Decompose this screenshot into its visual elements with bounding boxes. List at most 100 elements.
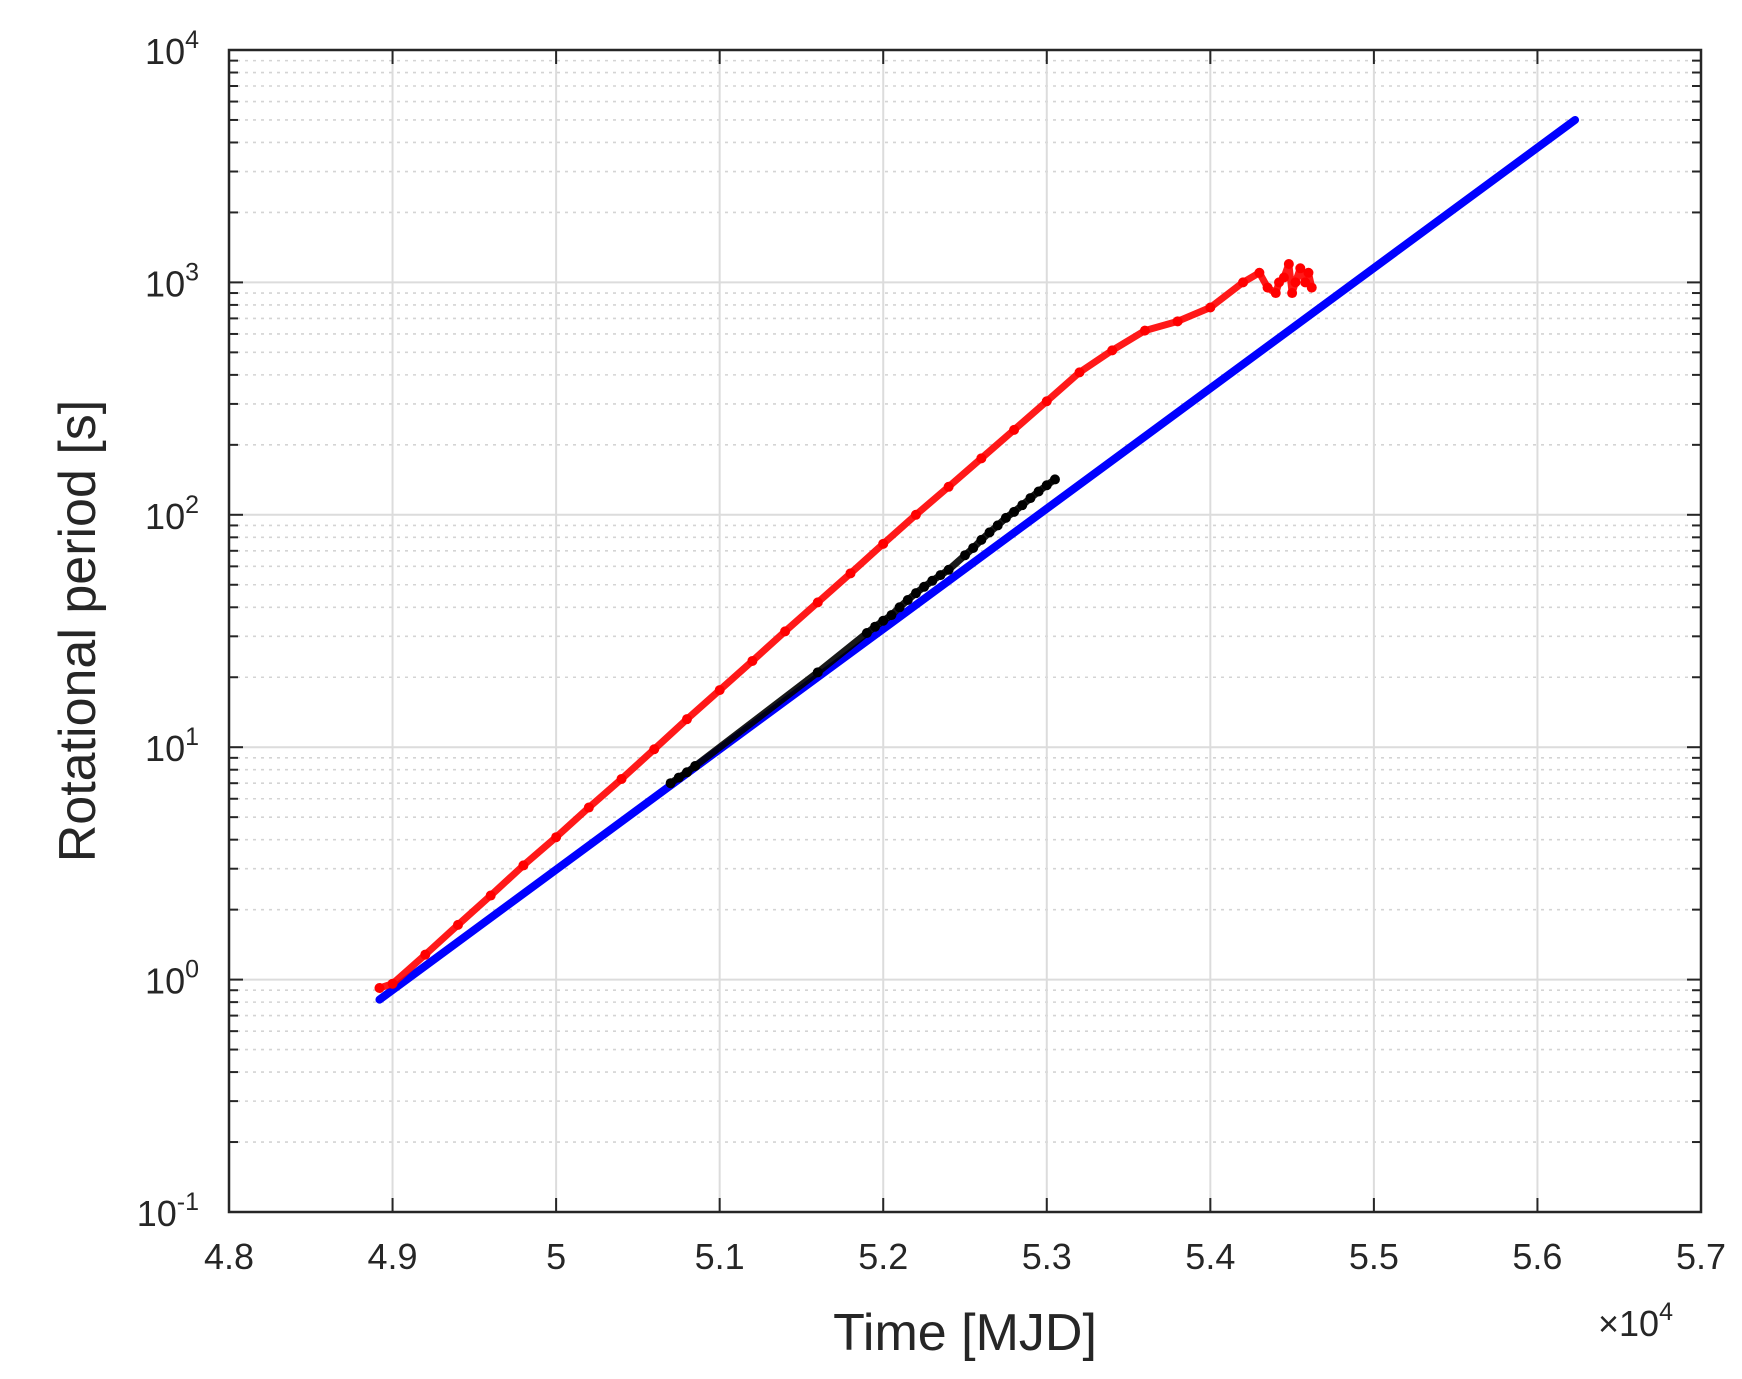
data-point — [452, 919, 463, 930]
data-point — [1049, 474, 1060, 485]
data-point — [886, 610, 897, 621]
data-point — [665, 778, 676, 789]
x-multiplier-label: ×104 — [1598, 1298, 1673, 1344]
y-tick-label-exponent: 4 — [185, 26, 199, 54]
plot-area — [229, 50, 1701, 1212]
data-point — [616, 773, 627, 784]
data-point — [968, 542, 979, 553]
data-point — [1107, 345, 1118, 356]
data-point — [714, 685, 725, 696]
data-point — [812, 597, 823, 608]
data-point — [1290, 277, 1301, 288]
data-point — [1172, 316, 1183, 327]
x-multiplier-exponent: 4 — [1659, 1298, 1673, 1326]
y-tick-label: 102 — [145, 491, 199, 537]
x-tick-label: 4.8 — [204, 1236, 254, 1277]
y-tick-label-base: 10 — [137, 1193, 177, 1234]
x-axis-label: Time [MJD] — [833, 1304, 1097, 1362]
y-tick-label-exponent: 0 — [185, 956, 199, 984]
x-tick-label: 5.1 — [695, 1236, 745, 1277]
y-tick-label-base: 10 — [145, 728, 185, 769]
data-point — [845, 568, 856, 579]
x-tick-label: 5.7 — [1676, 1236, 1726, 1277]
y-tick-label-exponent: 3 — [185, 258, 199, 286]
data-point — [919, 581, 930, 592]
data-point — [943, 564, 954, 575]
data-point — [1009, 506, 1020, 517]
y-tick-label: 103 — [145, 258, 199, 304]
tick-marks — [228, 49, 1702, 1213]
data-point — [861, 628, 872, 639]
data-point — [960, 550, 970, 561]
y-tick-label: 101 — [145, 723, 199, 769]
data-point — [1017, 500, 1028, 511]
y-tick-label-base: 10 — [145, 31, 185, 72]
x-tick-label: 5.6 — [1512, 1236, 1562, 1277]
data-point — [910, 588, 921, 599]
plot-frame — [227, 48, 1703, 1214]
data-point — [1303, 267, 1314, 278]
data-point — [551, 832, 562, 843]
data-point — [681, 714, 692, 725]
y-tick-label: 104 — [145, 26, 199, 72]
data-point — [1254, 267, 1265, 278]
x-tick-label: 5.2 — [858, 1236, 908, 1277]
data-point — [1041, 396, 1052, 407]
series-trace-1 — [375, 260, 1316, 992]
data-point — [1283, 258, 1294, 269]
x-tick-label: 5 — [546, 1236, 566, 1277]
data-point — [1238, 277, 1249, 288]
data-point — [681, 767, 692, 778]
data-point — [649, 744, 660, 755]
x-tick-labels: 4.8 4.9 5 5.1 5.2 5.3 5.4 5.5 5.6 5.7 — [204, 1236, 1726, 1277]
data-point — [910, 509, 921, 520]
data-point — [1270, 288, 1281, 299]
data-point — [387, 978, 398, 989]
data-point — [747, 655, 758, 666]
x-tick-label: 5.4 — [1185, 1236, 1235, 1277]
data-point — [374, 983, 385, 994]
y-tick-label: 10-1 — [137, 1188, 199, 1234]
data-point — [1033, 486, 1044, 497]
data-point — [1009, 424, 1020, 435]
data-point — [894, 602, 905, 613]
y-tick-label-exponent: 2 — [185, 491, 199, 519]
data-point — [420, 949, 431, 960]
y-axis-label: Rotational period [s] — [49, 400, 107, 863]
series-line-0 — [375, 115, 1580, 1004]
data-point — [927, 575, 938, 586]
series-layer — [374, 115, 1580, 1004]
x-tick-label: 4.9 — [368, 1236, 418, 1277]
data-point — [992, 520, 1003, 531]
data-point — [1295, 263, 1306, 274]
y-tick-label-exponent: -1 — [177, 1188, 199, 1216]
data-point — [1306, 282, 1317, 293]
y-tick-label-base: 10 — [145, 263, 185, 304]
y-tick-label-exponent: 1 — [185, 723, 199, 751]
data-point — [1287, 288, 1298, 299]
data-point — [943, 481, 954, 492]
data-point — [984, 527, 995, 538]
data-point — [485, 890, 496, 901]
data-point — [1278, 272, 1289, 283]
data-point — [673, 772, 684, 783]
y-tick-label-base: 10 — [145, 496, 185, 537]
data-point — [690, 761, 701, 772]
data-point — [1000, 512, 1011, 523]
x-tick-label: 5.3 — [1022, 1236, 1072, 1277]
data-point — [780, 626, 791, 637]
data-point — [878, 538, 889, 549]
data-point — [935, 570, 946, 581]
data-point — [1205, 302, 1216, 313]
data-point — [878, 615, 889, 626]
data-point — [812, 667, 823, 678]
data-point — [1262, 282, 1273, 293]
data-point — [583, 802, 594, 813]
data-point — [1041, 480, 1052, 491]
y-tick-label-base: 10 — [145, 961, 185, 1002]
data-point — [1139, 325, 1150, 336]
x-multiplier-base: ×10 — [1598, 1303, 1659, 1344]
data-point — [976, 534, 987, 545]
